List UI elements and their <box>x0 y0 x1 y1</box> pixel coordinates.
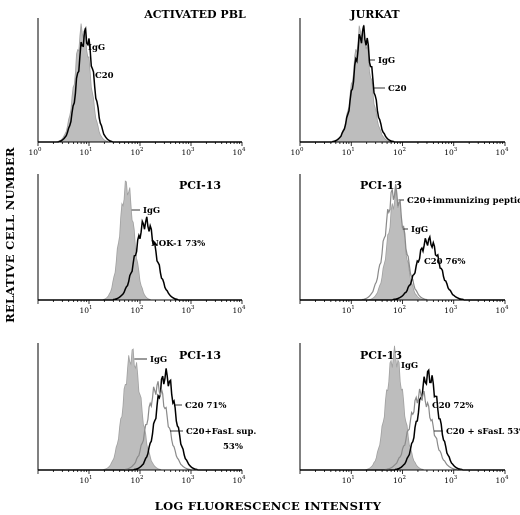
x-tick-label: 101 <box>79 147 92 157</box>
histogram-panel: ACTIVATED PBL 100 101 102 103 104 IgG C20 <box>28 8 246 157</box>
panel-title: PCI-13 <box>360 349 402 362</box>
histogram-panel: PCI-13 101 102 103 104 IgG C20 72% C20 + sFasL … <box>299 343 520 485</box>
annotation-c20: C20 <box>388 84 407 94</box>
x-tick-label: 101 <box>79 305 92 315</box>
x-tick-label: 104 <box>495 475 509 485</box>
histogram-curve-igg <box>38 23 242 143</box>
annotation-c20-sfasl-53: C20 + sFasL 53% <box>446 427 520 437</box>
x-tick-label: 103 <box>444 147 458 157</box>
histogram-panel: PCI-13 101 102 103 104 IgG C20 71% C20+FasL sup… <box>37 343 256 485</box>
x-tick-label: 102 <box>130 475 143 485</box>
x-tick-label: 100 <box>28 147 42 157</box>
annotation-c20-71: C20 71% <box>185 401 226 411</box>
x-tick-label: 103 <box>181 147 195 157</box>
annotation-igg: IgG <box>401 361 418 371</box>
histogram-panel: JURKAT 100 101 102 103 104 IgG C20 <box>290 8 509 157</box>
annotation-53: 53% <box>223 442 243 452</box>
panel-title: ACTIVATED PBL <box>143 8 246 21</box>
x-tick-label: 101 <box>79 475 92 485</box>
x-tick-label: 102 <box>393 147 406 157</box>
x-tick-label: 103 <box>181 475 195 485</box>
x-tick-label: 101 <box>342 305 355 315</box>
panel-title: PCI-13 <box>360 179 402 192</box>
histogram-curve-igg <box>38 180 242 301</box>
x-tick-label: 104 <box>495 305 509 315</box>
panel-title: PCI-13 <box>179 349 221 362</box>
x-tick-label: 104 <box>232 475 246 485</box>
x-axis-label: LOG FLUORESCENCE INTENSITY <box>155 499 382 513</box>
x-tick-label: 104 <box>232 147 246 157</box>
x-tick-label: 102 <box>130 147 143 157</box>
x-tick-label: 102 <box>130 305 143 315</box>
annotation-igg: IgG <box>411 225 428 235</box>
annotation-c20-76: C20 76% <box>424 257 465 267</box>
y-axis-label: RELATIVE CELL NUMBER <box>3 147 17 323</box>
annotation-igg: IgG <box>88 43 105 53</box>
x-tick-label: 104 <box>232 305 246 315</box>
panel-title: PCI-13 <box>179 179 221 192</box>
x-tick-label: 102 <box>393 475 406 485</box>
x-tick-label: 104 <box>495 147 509 157</box>
x-tick-label: 101 <box>342 147 355 157</box>
x-tick-label: 103 <box>444 475 458 485</box>
annotation-igg: IgG <box>143 206 160 216</box>
annotation-c20: C20 <box>95 71 114 81</box>
x-tick-label: 101 <box>342 475 355 485</box>
histogram-curve-igg <box>300 189 505 301</box>
annotation-igg: IgG <box>378 56 395 66</box>
x-tick-label: 100 <box>290 147 304 157</box>
annotation-c20-72: C20 72% <box>432 401 473 411</box>
annotation-igg: IgG <box>150 355 167 365</box>
panel-title: JURKAT <box>349 8 400 21</box>
histogram-panel: PCI-13 101 102 103 104 C20+immunizing peptide… <box>299 174 520 315</box>
annotation-c20-fasl-sup: C20+FasL sup. <box>186 427 256 437</box>
histogram-panel: PCI-13 101 102 103 104 IgG NOK-1 73% <box>37 174 246 315</box>
x-tick-label: 103 <box>444 305 458 315</box>
annotation-c20-immunizing-peptide: C20+immunizing peptide <box>407 196 520 206</box>
x-tick-label: 102 <box>393 305 406 315</box>
x-tick-label: 103 <box>181 305 195 315</box>
annotation-nok-1-73: NOK-1 73% <box>151 239 205 249</box>
